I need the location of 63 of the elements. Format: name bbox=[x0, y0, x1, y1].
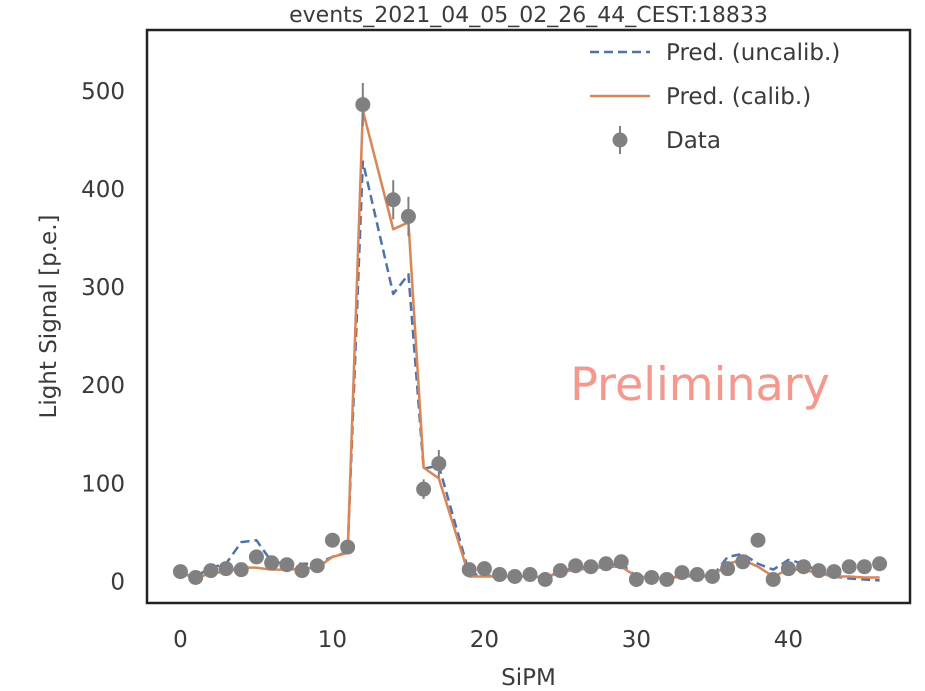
point bbox=[552, 563, 568, 578]
legend-label: Data bbox=[666, 128, 721, 154]
point bbox=[264, 555, 280, 570]
point bbox=[811, 563, 826, 578]
point bbox=[355, 97, 370, 112]
point bbox=[872, 556, 888, 572]
point bbox=[735, 554, 750, 570]
legend-label: Pred. (uncalib.) bbox=[666, 40, 840, 66]
point bbox=[188, 570, 204, 585]
point bbox=[674, 565, 690, 580]
point bbox=[690, 567, 705, 582]
y-tick-label: 300 bbox=[81, 275, 125, 302]
point bbox=[431, 456, 446, 472]
point bbox=[279, 557, 294, 572]
point bbox=[659, 572, 674, 587]
point bbox=[400, 208, 416, 224]
y-axis-title: Light Signal [p.e.] bbox=[36, 214, 62, 418]
point bbox=[416, 482, 432, 497]
point bbox=[704, 569, 720, 584]
point bbox=[598, 556, 614, 572]
point bbox=[172, 564, 188, 580]
point bbox=[324, 532, 340, 548]
y-tick-label: 100 bbox=[81, 471, 125, 498]
point bbox=[340, 540, 356, 555]
point bbox=[796, 559, 812, 574]
x-tick-label: 10 bbox=[318, 627, 348, 653]
y-tick-label: 0 bbox=[110, 569, 125, 596]
x-tick-label: 40 bbox=[774, 627, 804, 653]
y-tick-label: 200 bbox=[81, 373, 125, 400]
annotation: Preliminary bbox=[570, 357, 830, 411]
point bbox=[750, 532, 766, 548]
x-tick-label: 0 bbox=[173, 627, 188, 653]
chart-title: events_2021_04_05_02_26_44_CEST:18833 bbox=[289, 3, 768, 28]
point bbox=[568, 558, 584, 574]
point bbox=[826, 564, 842, 580]
y-tick-label: 400 bbox=[81, 177, 125, 203]
x-axis-title: SiPM bbox=[501, 665, 556, 691]
point bbox=[476, 561, 492, 576]
point bbox=[644, 570, 660, 585]
y-tick-label: 500 bbox=[81, 78, 125, 105]
x-tick-label: 30 bbox=[622, 627, 652, 653]
point bbox=[294, 563, 310, 578]
point bbox=[842, 559, 857, 574]
point bbox=[386, 192, 401, 208]
point bbox=[720, 561, 736, 576]
point bbox=[628, 572, 644, 587]
point bbox=[583, 559, 598, 574]
point bbox=[766, 572, 781, 587]
point bbox=[310, 558, 325, 574]
point bbox=[462, 562, 477, 578]
point bbox=[780, 561, 796, 576]
x-tick-label: 20 bbox=[470, 627, 500, 653]
point bbox=[507, 569, 522, 584]
point bbox=[248, 549, 264, 564]
point bbox=[234, 562, 249, 578]
point bbox=[522, 567, 538, 582]
point bbox=[614, 554, 629, 570]
point bbox=[203, 563, 218, 578]
point bbox=[218, 561, 234, 576]
point bbox=[538, 572, 553, 587]
point bbox=[492, 567, 508, 582]
point bbox=[856, 559, 872, 574]
legend-label: Pred. (calib.) bbox=[666, 84, 812, 110]
